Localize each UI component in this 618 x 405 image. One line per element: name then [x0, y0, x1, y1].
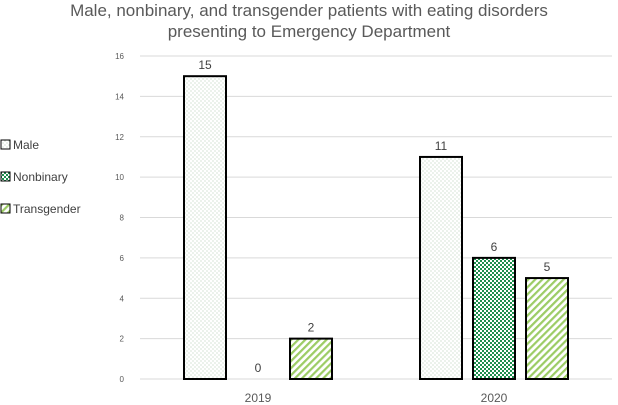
y-tick-label-6: 6 — [120, 254, 125, 263]
legend-label-male: Male — [13, 138, 39, 152]
legend-swatch-male — [0, 139, 11, 150]
bar-transgender-2020 — [525, 277, 569, 380]
legend-label-nonbinary: Nonbinary — [13, 170, 68, 184]
chart-title-line-2: presenting to Emergency Department — [167, 22, 451, 41]
data-labels: 15 0 2 11 6 5 — [198, 58, 550, 375]
legend: Male Nonbinary Transgender — [0, 138, 81, 216]
bar-transgender-2019 — [289, 337, 333, 380]
data-label-transgender-2019: 2 — [308, 321, 315, 335]
legend-swatch-nonbinary — [0, 171, 11, 182]
chart-title-line-1: Male, nonbinary, and transgender patient… — [70, 1, 548, 20]
legend-swatch-transgender — [0, 203, 11, 214]
data-label-nonbinary-2019: 0 — [255, 361, 262, 375]
y-axis-ticks: 0 2 4 6 8 10 12 14 16 — [115, 52, 124, 384]
data-label-transgender-2020: 5 — [544, 260, 551, 274]
legend-label-transgender: Transgender — [13, 202, 81, 216]
bar-nonbinary-2020 — [472, 256, 516, 380]
y-tick-label-10: 10 — [115, 173, 124, 182]
y-tick-label-8: 8 — [120, 214, 125, 223]
bar-male-2020 — [419, 155, 463, 380]
bars — [183, 75, 569, 380]
x-category-label-2020: 2020 — [481, 391, 508, 405]
chart-title: Male, nonbinary, and transgender patient… — [0, 0, 618, 42]
x-axis-categories: 2019 2020 — [245, 391, 508, 405]
data-label-nonbinary-2020: 6 — [491, 240, 498, 254]
y-tick-label-0: 0 — [120, 375, 125, 384]
y-tick-label-12: 12 — [115, 133, 124, 142]
y-tick-label-4: 4 — [120, 294, 125, 303]
y-tick-label-16: 16 — [115, 52, 124, 61]
y-tick-label-14: 14 — [115, 92, 124, 101]
x-category-label-2019: 2019 — [245, 391, 272, 405]
bar-male-2019 — [183, 75, 227, 380]
data-label-male-2019: 15 — [198, 58, 212, 72]
data-label-male-2020: 11 — [435, 139, 448, 153]
y-tick-label-2: 2 — [120, 335, 125, 344]
